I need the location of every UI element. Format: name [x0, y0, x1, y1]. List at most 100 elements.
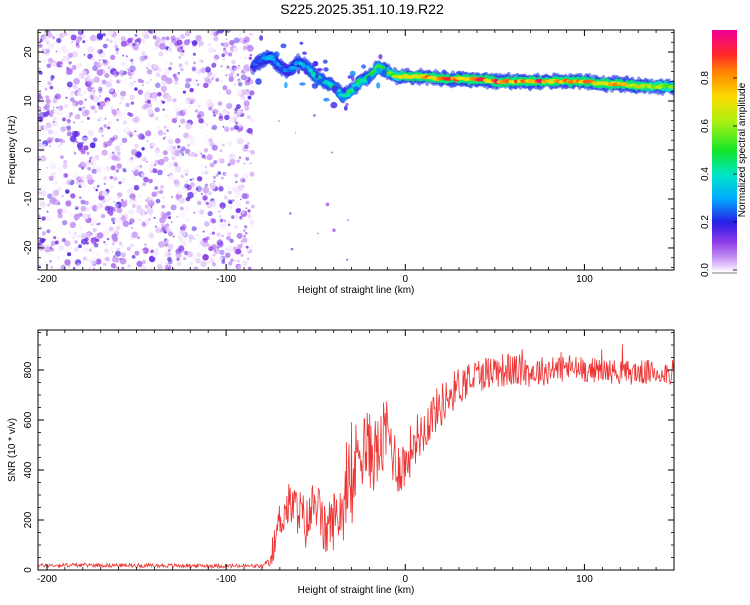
noise-speck: [160, 85, 167, 92]
noise-speck: [134, 130, 137, 133]
noise-speck: [196, 176, 203, 182]
noise-speck: [243, 88, 250, 96]
noise-speck: [251, 204, 255, 209]
noise-speck: [44, 87, 48, 91]
noise-speck: [145, 198, 149, 203]
noise-speck: [141, 51, 146, 56]
noise-speck: [103, 176, 108, 181]
signal-scatter: [376, 82, 381, 89]
noise-speck: [154, 164, 156, 167]
spectrogram-x-axis-label: Height of straight line (km): [298, 285, 415, 296]
noise-speck: [87, 86, 93, 92]
noise-speck: [50, 244, 53, 247]
noise-speck: [249, 162, 252, 165]
noise-speck: [78, 164, 82, 168]
noise-speck: [46, 229, 51, 234]
noise-speck: [86, 248, 90, 252]
noise-speck: [143, 176, 149, 183]
colorbar-strip: [712, 176, 737, 179]
noise-speck: [230, 127, 235, 131]
noise-speck: [243, 193, 250, 200]
noise-speck: [237, 122, 243, 128]
noise-speck: [101, 198, 107, 204]
noise-speck: [228, 261, 233, 266]
noise-speck: [102, 33, 106, 37]
noise-speck: [128, 198, 135, 204]
noise-speck: [86, 64, 89, 67]
noise-speck: [167, 248, 171, 252]
noise-speck: [38, 92, 42, 97]
noise-speck: [149, 145, 153, 149]
noise-speck: [167, 138, 174, 145]
noise-speck: [126, 246, 131, 251]
noise-speck: [113, 176, 118, 181]
noise-speck: [77, 36, 83, 42]
noise-speck: [243, 68, 248, 73]
noise-speck: [231, 59, 236, 65]
noise-speck: [218, 91, 221, 94]
signal-scatter: [273, 51, 280, 58]
noise-speck: [44, 58, 49, 63]
noise-speck: [99, 100, 106, 107]
noise-speck: [152, 251, 159, 258]
noise-speck: [196, 233, 200, 237]
spectrogram-signal-trace: [249, 35, 674, 111]
noise-speck: [175, 252, 182, 259]
noise-speck: [247, 213, 252, 219]
noise-speck: [313, 114, 316, 117]
noise-speck: [136, 134, 139, 137]
noise-speck: [73, 246, 80, 253]
noise-speck: [161, 226, 166, 231]
x-tick-label: -200: [37, 274, 57, 285]
noise-speck: [59, 110, 63, 115]
noise-speck: [171, 51, 174, 54]
noise-speck: [136, 204, 142, 210]
noise-speck: [63, 55, 70, 63]
noise-speck: [89, 94, 94, 99]
noise-speck: [45, 98, 51, 104]
noise-speck: [141, 259, 147, 265]
noise-speck: [198, 124, 205, 130]
noise-speck: [114, 145, 121, 152]
noise-speck: [226, 235, 231, 241]
noise-speck: [65, 200, 72, 207]
noise-speck: [137, 97, 141, 100]
noise-speck: [52, 211, 55, 214]
noise-speck: [86, 151, 90, 155]
noise-speck: [120, 36, 126, 42]
noise-speck: [178, 154, 182, 158]
noise-speck: [127, 187, 134, 195]
noise-speck: [92, 228, 97, 233]
noise-speck: [129, 218, 135, 224]
noise-speck: [82, 40, 86, 44]
noise-speck: [211, 62, 217, 68]
noise-speck: [212, 226, 216, 231]
noise-speck: [200, 192, 203, 195]
noise-speck: [120, 266, 125, 270]
noise-speck: [129, 76, 132, 80]
noise-speck: [243, 162, 246, 165]
signal-core: [308, 69, 313, 73]
noise-speck: [138, 55, 146, 62]
colorbar-strip: [712, 174, 737, 177]
noise-speck: [68, 121, 71, 125]
noise-speck: [121, 266, 124, 270]
noise-speck: [235, 248, 242, 255]
noise-speck: [207, 47, 215, 54]
noise-speck: [278, 120, 280, 122]
noise-speck: [233, 214, 240, 220]
noise-speck: [55, 88, 61, 94]
signal-scatter: [342, 87, 347, 93]
noise-speck: [170, 204, 177, 211]
noise-speck: [223, 195, 228, 200]
noise-speck: [224, 126, 230, 132]
colorbar-strip: [712, 230, 737, 233]
noise-speck: [107, 194, 110, 197]
snr-frame: [37, 329, 675, 571]
noise-speck: [180, 118, 186, 124]
signal-scatter: [284, 81, 288, 89]
noise-speck: [107, 121, 112, 126]
noise-speck: [236, 73, 240, 76]
noise-speck: [65, 127, 68, 130]
noise-speck: [121, 215, 125, 218]
